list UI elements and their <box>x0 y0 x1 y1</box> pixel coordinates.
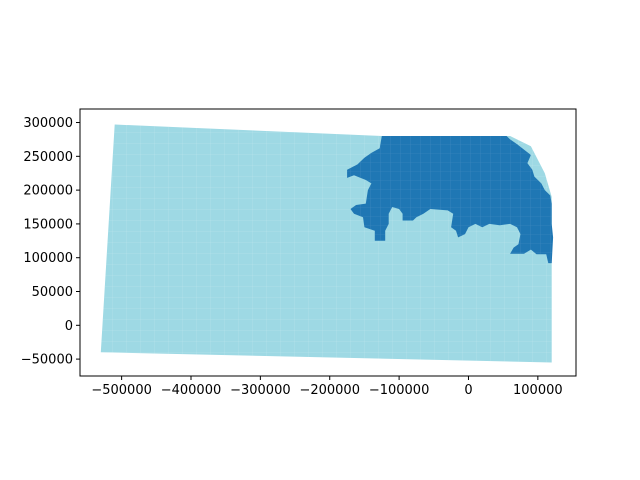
x-tick-label: −300000 <box>230 383 291 398</box>
map-layer <box>100 124 554 363</box>
x-axis: −500000 −400000 −300000 −200000 −100000 0 1000… <box>91 376 563 398</box>
x-tick-label: −100000 <box>369 383 430 398</box>
y-tick-label: 100000 <box>23 251 73 266</box>
y-tick-label: −50000 <box>21 353 73 368</box>
x-tick-label: −200000 <box>299 383 360 398</box>
y-tick-label: 200000 <box>23 184 73 199</box>
y-tick-label: 300000 <box>23 116 73 131</box>
x-tick-label: −500000 <box>91 383 152 398</box>
x-tick-label: −400000 <box>161 383 222 398</box>
y-tick-label: 0 <box>65 319 73 334</box>
y-tick-label: 150000 <box>23 217 73 232</box>
axes-frame <box>79 108 577 377</box>
x-tick-label: 0 <box>464 383 472 398</box>
y-axis: −50000 0 50000 100000 150000 200000 250000 3000… <box>21 116 80 368</box>
y-tick-label: 250000 <box>23 150 73 165</box>
x-tick-label: 100000 <box>513 383 563 398</box>
y-tick-label: 50000 <box>32 285 73 300</box>
